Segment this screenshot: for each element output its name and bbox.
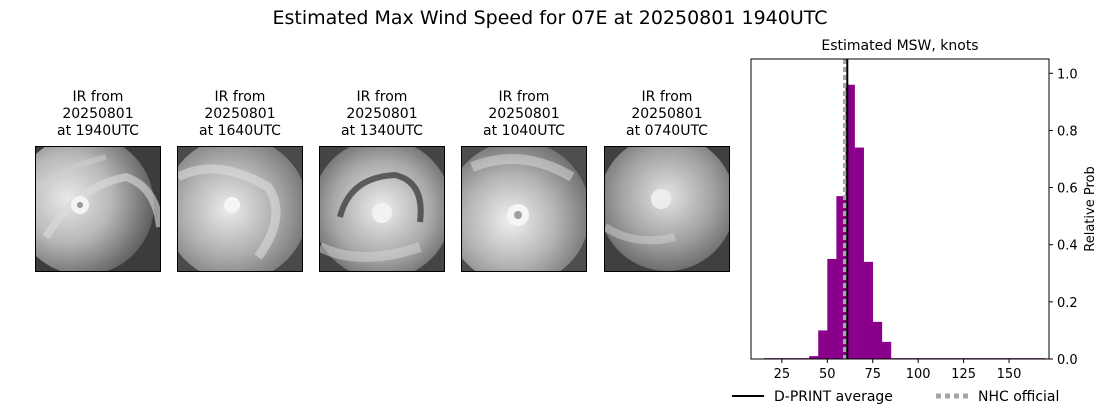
ir-panel-2: IR from 20250801 at 1640UTC (177, 89, 303, 272)
panel-caption-time: at 1640UTC (199, 123, 281, 139)
panel-caption-line1: IR from (641, 89, 693, 105)
satellite-ir-image (319, 146, 445, 272)
ir-panel-5: IR from 20250801 at 0740UTC (604, 89, 730, 272)
histogram-bar (818, 330, 828, 359)
histogram-bar (827, 259, 837, 359)
histogram-bar (863, 261, 874, 359)
x-tick-label: 125 (951, 367, 976, 382)
satellite-ir-image (604, 146, 730, 272)
panel-caption-date: 20250801 (631, 106, 703, 122)
legend-dprint-label: D-PRINT average (774, 389, 893, 405)
histogram-bar (836, 196, 846, 359)
panel-caption-line1: IR from (356, 89, 408, 105)
plot-frame (750, 58, 1050, 360)
panel-caption-time: at 0740UTC (626, 123, 708, 139)
panel-caption-time: at 1340UTC (341, 123, 423, 139)
x-tick-label: 50 (819, 367, 836, 382)
legend-nhc-label: NHC official (978, 389, 1059, 405)
x-tick-label: 75 (864, 367, 881, 382)
chart-legend: D-PRINT average NHC official (728, 385, 1088, 411)
y-tick-label: 0.8 (1057, 124, 1078, 139)
y-axis-label: Relative Prob (1083, 166, 1098, 251)
panel-caption-line1: IR from (72, 89, 124, 105)
histogram-bar (872, 321, 883, 359)
histogram-bar (881, 341, 892, 359)
histogram-bar (809, 356, 819, 359)
y-tick-label: 0.6 (1057, 182, 1078, 197)
chart-title: Estimated MSW, knots (821, 38, 978, 54)
panel-caption-date: 20250801 (62, 106, 134, 122)
y-tick-label: 1.0 (1057, 67, 1078, 82)
panel-caption-date: 20250801 (488, 106, 560, 122)
panel-caption-line1: IR from (498, 89, 550, 105)
ir-panel-3: IR from 20250801 at 1340UTC (319, 89, 445, 272)
figure-title: Estimated Max Wind Speed for 07E at 2025… (272, 7, 828, 29)
x-tick-label: 100 (906, 367, 931, 382)
panel-caption-line1: IR from (214, 89, 266, 105)
y-tick-label: 0.4 (1057, 239, 1078, 254)
panel-caption-date: 20250801 (346, 106, 418, 122)
y-tick-label: 0.0 (1057, 353, 1078, 368)
y-tick-label: 0.2 (1057, 296, 1078, 311)
satellite-ir-image (177, 146, 303, 272)
histogram-bar (854, 147, 864, 359)
ir-panel-4: IR from 20250801 at 1040UTC (461, 89, 587, 272)
histogram-bar (845, 84, 855, 359)
ir-panel-1: IR from 20250801 at 1940UTC (35, 89, 161, 272)
x-tick-label: 150 (997, 367, 1022, 382)
x-tick-label: 25 (774, 367, 791, 382)
satellite-ir-image (461, 146, 587, 272)
panel-caption-time: at 1040UTC (483, 123, 565, 139)
panel-caption-time: at 1940UTC (57, 123, 139, 139)
panel-caption-date: 20250801 (204, 106, 276, 122)
satellite-ir-image (35, 146, 161, 272)
